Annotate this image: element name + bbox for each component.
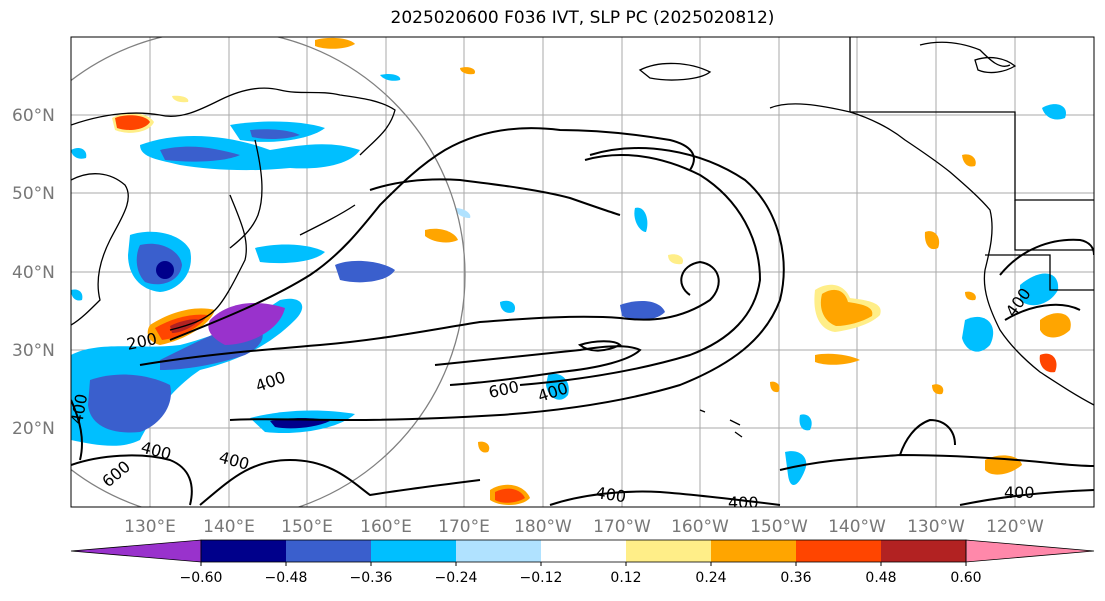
lat-label: 20°N xyxy=(12,419,55,439)
lon-label: 120°W xyxy=(986,517,1044,537)
lon-label: 170°W xyxy=(593,517,651,537)
lat-label: 50°N xyxy=(12,184,55,204)
lon-label: 140°E xyxy=(203,517,255,537)
colorbar-segment xyxy=(881,540,966,562)
contour-label: 400 xyxy=(594,483,627,506)
coastlines xyxy=(71,37,1094,438)
lat-label: 60°N xyxy=(12,106,55,126)
ivt-positive-patches xyxy=(112,37,1071,506)
latitude-labels: 60°N 50°N 40°N 30°N 20°N xyxy=(12,106,55,439)
lon-label: 160°W xyxy=(671,517,729,537)
colorbar-tick-label: 0.12 xyxy=(610,570,641,586)
colorbar-tick-label: 0.36 xyxy=(780,570,811,586)
colorbar: −0.60 −0.48 −0.36 −0.24 −0.12 0.12 0.24 0.36 0.4… xyxy=(70,539,1095,586)
colorbar-tick-label: 0.60 xyxy=(950,570,981,586)
contour-label: 400 xyxy=(67,392,91,425)
colorbar-segment xyxy=(626,540,711,562)
map-title: 2025020600 F036 IVT, SLP PC (2025020812) xyxy=(390,8,775,28)
contour-label: 400 xyxy=(728,493,759,512)
colorbar-segment xyxy=(796,540,881,562)
colorbar-tick-label: −0.36 xyxy=(350,570,393,586)
colorbar-segment xyxy=(201,540,286,562)
lon-label: 140°W xyxy=(828,517,886,537)
lon-label: 150°E xyxy=(281,517,333,537)
lon-label: 130°W xyxy=(907,517,965,537)
colorbar-tick-label: −0.12 xyxy=(520,570,563,586)
colorbar-tick-label: −0.48 xyxy=(265,570,308,586)
lon-label: 160°E xyxy=(360,517,412,537)
lat-label: 40°N xyxy=(12,263,55,283)
lon-label: 170°E xyxy=(438,517,490,537)
lon-label: 180°W xyxy=(514,517,572,537)
colorbar-tick-label: 0.24 xyxy=(695,570,726,586)
colorbar-segment xyxy=(456,540,541,562)
ivt-negative-patches xyxy=(71,73,1066,486)
colorbar-segment xyxy=(371,540,456,562)
longitude-labels: 130°E 140°E 150°E 160°E 170°E 180°W 170°… xyxy=(124,517,1044,537)
lon-label: 130°E xyxy=(124,517,176,537)
slp-contours xyxy=(71,127,1094,506)
colorbar-tick-label: 0.48 xyxy=(865,570,896,586)
range-circle xyxy=(71,37,466,507)
colorbar-segment xyxy=(541,540,626,562)
colorbar-tick-label: −0.60 xyxy=(180,570,223,586)
colorbar-segment xyxy=(286,540,371,562)
lat-label: 30°N xyxy=(12,341,55,361)
colorbar-extend-high xyxy=(965,539,1095,563)
colorbar-tick-label: −0.24 xyxy=(435,570,478,586)
colorbar-extend-low xyxy=(70,539,202,563)
contour-label: 400 xyxy=(1004,483,1035,502)
colorbar-segment xyxy=(711,540,796,562)
lon-label: 150°W xyxy=(750,517,808,537)
